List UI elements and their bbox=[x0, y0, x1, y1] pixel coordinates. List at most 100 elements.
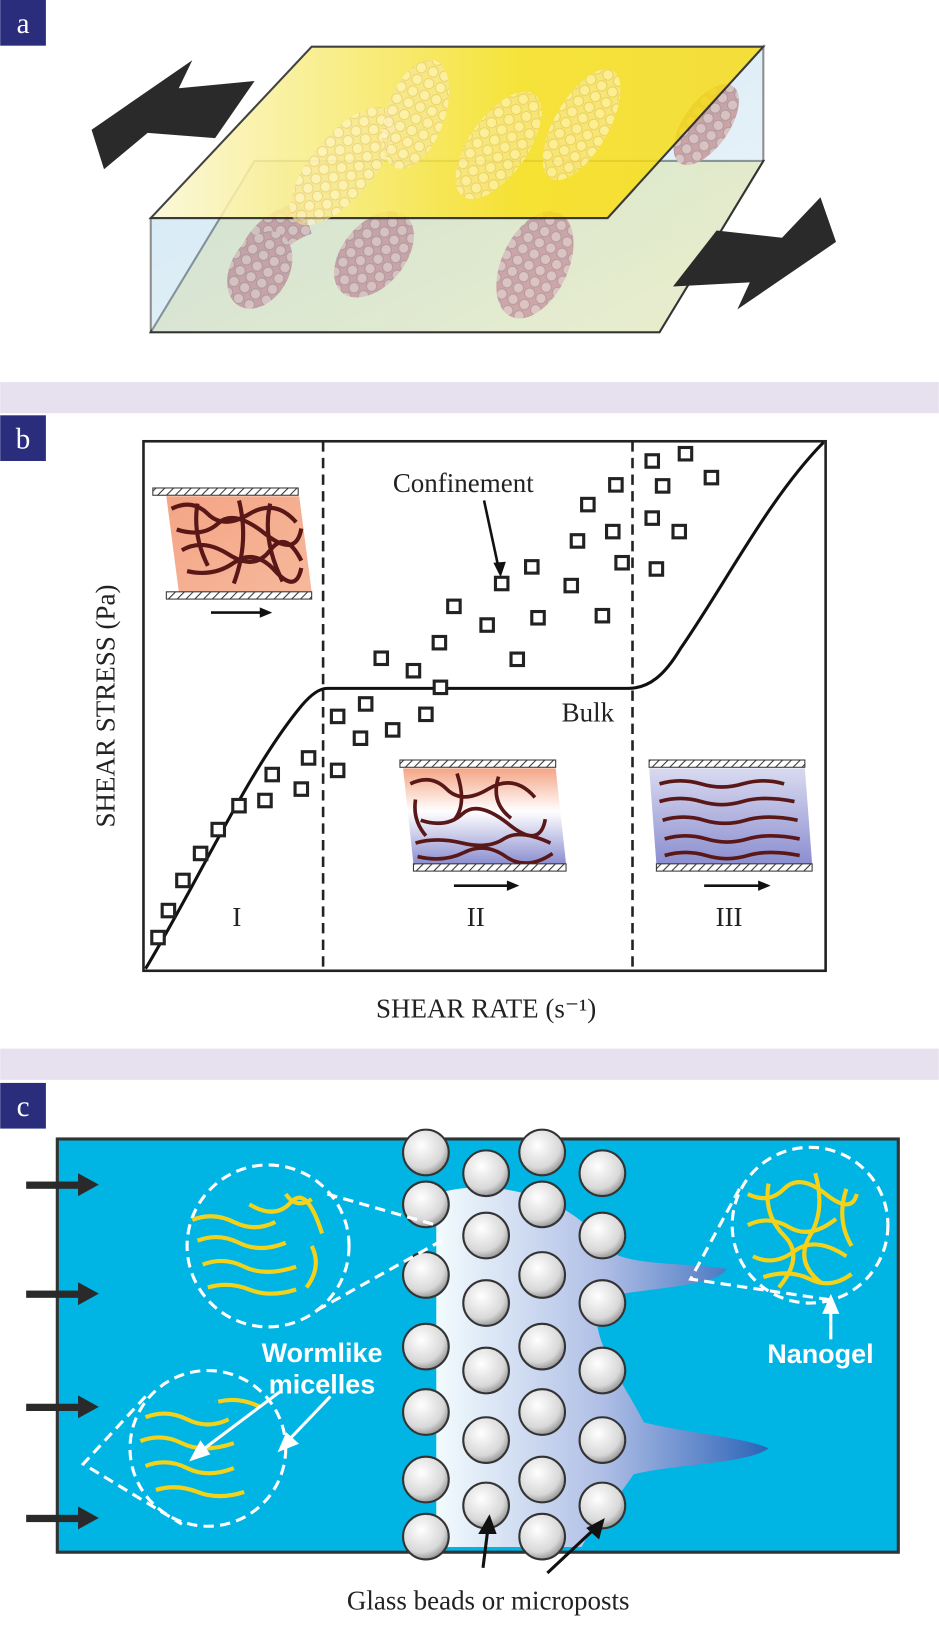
shape-line bbox=[482, 500, 500, 569]
shape-circle bbox=[402, 1388, 450, 1436]
micelles-label: Wormlike bbox=[262, 1338, 383, 1368]
shape-rect bbox=[399, 759, 557, 768]
annotation: Bulk bbox=[562, 698, 615, 728]
shape-rect bbox=[210, 821, 227, 838]
shape-rect bbox=[384, 722, 401, 738]
shape-circle bbox=[402, 1512, 450, 1561]
shape-rect bbox=[26, 1514, 79, 1523]
shape-polygon bbox=[78, 1282, 99, 1306]
shape-rect bbox=[644, 510, 661, 526]
shape-rect bbox=[150, 929, 166, 946]
shape-rect bbox=[329, 762, 346, 779]
shape-rect bbox=[432, 679, 449, 696]
shape-rect bbox=[165, 591, 313, 600]
region-label: II bbox=[467, 902, 485, 932]
shape-rect bbox=[357, 696, 374, 712]
shape-circle bbox=[402, 1322, 450, 1371]
shape-circle bbox=[462, 1416, 510, 1464]
shape-ellipse bbox=[290, 106, 396, 226]
shape-polygon bbox=[478, 1514, 497, 1535]
nanogel-label: Nanogel bbox=[767, 1339, 873, 1369]
shape-polygon bbox=[78, 1506, 99, 1530]
shape-rect bbox=[26, 1181, 79, 1189]
shape-rect bbox=[0, 0, 46, 46]
shape-circle bbox=[402, 1128, 450, 1177]
shape-line bbox=[196, 1390, 282, 1455]
shape-rect bbox=[300, 750, 317, 766]
shape-rect bbox=[192, 845, 209, 862]
shape-rect bbox=[648, 759, 806, 768]
panel-a: a bbox=[0, 0, 837, 334]
shape-rect bbox=[160, 902, 177, 919]
shape-rect bbox=[152, 487, 299, 496]
shape-line bbox=[546, 1525, 599, 1575]
shape-rect bbox=[648, 561, 665, 577]
shape-rect bbox=[264, 766, 281, 783]
shape-path bbox=[191, 1192, 325, 1296]
shape-rect bbox=[0, 1082, 46, 1129]
shape-circle bbox=[578, 1149, 627, 1198]
shape-path bbox=[688, 1188, 832, 1302]
shape-circle bbox=[578, 1211, 627, 1260]
micelles-label: micelles bbox=[269, 1369, 376, 1399]
shape-circle bbox=[518, 1180, 567, 1229]
shape-rect bbox=[530, 609, 546, 626]
shape-rect bbox=[431, 634, 448, 651]
shape-rect bbox=[446, 598, 462, 615]
shape-rect bbox=[352, 730, 369, 746]
shape-rect bbox=[604, 523, 621, 540]
shape-circle bbox=[518, 1512, 567, 1561]
shape-polygon bbox=[189, 1440, 211, 1462]
shape-rect bbox=[677, 445, 694, 462]
shape-polygon bbox=[277, 1432, 300, 1453]
shape-line bbox=[284, 1395, 332, 1445]
shape-g bbox=[478, 1514, 605, 1575]
shape-circle bbox=[185, 1163, 351, 1329]
shape-circle bbox=[578, 1346, 627, 1395]
y-axis-label: SHEAR STRESS (Pa) bbox=[90, 585, 120, 828]
shape-path bbox=[658, 778, 801, 861]
shape-rect bbox=[644, 453, 661, 469]
shape-rect bbox=[412, 863, 567, 872]
shape-polygon bbox=[649, 768, 813, 864]
shape-g bbox=[26, 1173, 99, 1530]
annotation: Confinement bbox=[393, 468, 534, 498]
shape-ellipse bbox=[381, 59, 450, 169]
region-label: III bbox=[716, 902, 743, 932]
shape-rect bbox=[373, 650, 390, 667]
shape-rect bbox=[655, 863, 813, 872]
shape-rect bbox=[654, 478, 671, 494]
shape-circle bbox=[462, 1149, 510, 1198]
shape-circle bbox=[518, 1455, 567, 1504]
shape-rect bbox=[614, 554, 630, 571]
shape-circle bbox=[518, 1322, 567, 1371]
shape-polygon bbox=[586, 1517, 605, 1540]
shape-rect bbox=[257, 792, 273, 809]
shape-circle bbox=[578, 1416, 627, 1464]
shape-rect bbox=[0, 415, 46, 461]
shape-circle bbox=[462, 1279, 510, 1327]
shape-circle bbox=[462, 1346, 510, 1395]
shape-rect bbox=[26, 1403, 79, 1412]
divider bbox=[0, 1048, 939, 1080]
shape-circle bbox=[518, 1251, 567, 1299]
panel-label: b bbox=[16, 424, 31, 456]
shape-g bbox=[189, 1293, 840, 1462]
shape-rect bbox=[509, 651, 526, 668]
shape-rect bbox=[703, 469, 720, 486]
shape-rect bbox=[493, 575, 510, 592]
shape-polygon bbox=[91, 60, 255, 170]
shape-rect bbox=[479, 617, 495, 633]
x-axis-label: SHEAR RATE (s⁻¹) bbox=[376, 994, 596, 1024]
shape-polygon bbox=[78, 1395, 99, 1419]
shape-rect bbox=[569, 533, 586, 549]
shape-rect bbox=[594, 607, 611, 624]
shape-polygon bbox=[758, 880, 771, 891]
shape-rect bbox=[418, 706, 434, 723]
panel-label: a bbox=[17, 8, 30, 40]
shape-rect bbox=[26, 1290, 79, 1298]
shape-rect bbox=[293, 781, 310, 797]
shape-path bbox=[80, 1395, 183, 1526]
shape-rect bbox=[608, 477, 624, 493]
